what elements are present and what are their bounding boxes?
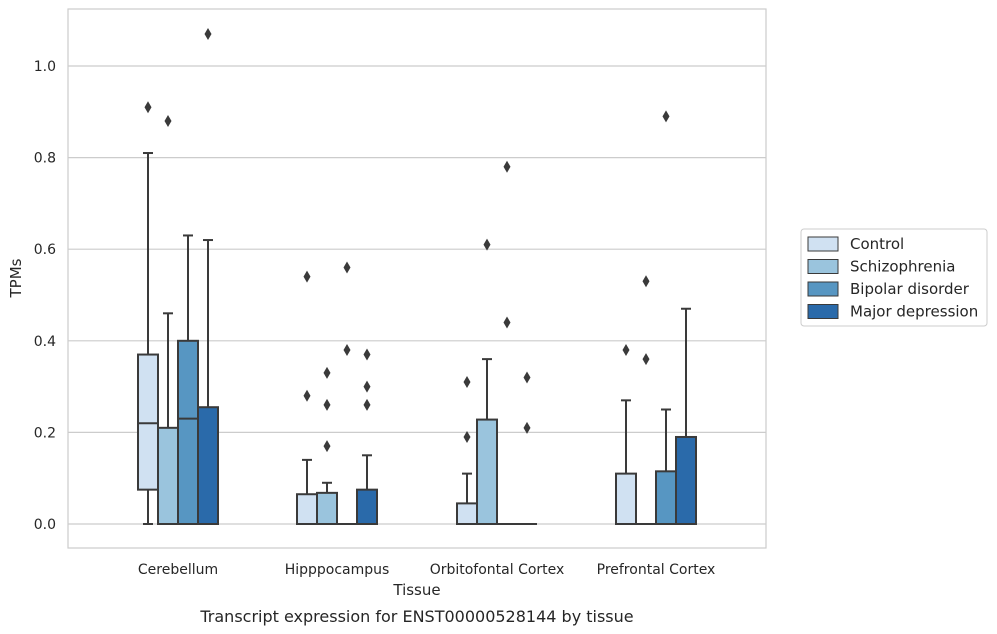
legend: Control Schizophrenia Bipolar disorder Majo…: [800, 228, 988, 327]
box-body: [356, 488, 378, 525]
x-tick-label: Orbitofontal Cortex: [430, 562, 565, 578]
x-tick-label: Prefrontal Cortex: [597, 562, 716, 578]
x-tick-label: Cerebellum: [138, 562, 218, 578]
y-tick-label: 0.8: [34, 151, 56, 167]
outlier-point: [343, 261, 351, 274]
boxes-layer: [137, 152, 697, 526]
box-bipolar-disorder: [655, 408, 677, 525]
y-tick-label: 1.0: [34, 59, 56, 75]
outlier-point: [303, 389, 311, 402]
outlier-point: [662, 110, 670, 123]
box-body: [157, 426, 179, 526]
legend-frame: [800, 228, 988, 327]
y-tick-label: 0.6: [34, 242, 56, 258]
box-body: [137, 353, 159, 491]
y-tick-label: 0.2: [34, 425, 56, 441]
box-control: [456, 472, 478, 526]
outlier-point: [503, 160, 511, 173]
box-major-depression: [675, 307, 697, 526]
box-control: [615, 399, 637, 525]
box-body: [296, 493, 318, 526]
x-tick-label: Hipppocampus: [285, 562, 390, 578]
y-tick-label: 0.4: [34, 334, 56, 350]
y-axis-ticks: 0.0 0.2 0.4 0.6 0.8 1.0: [34, 59, 56, 533]
legend-label: Bipolar disorder: [850, 280, 970, 298]
legend-swatch: [807, 304, 839, 319]
outlier-point: [323, 440, 331, 453]
outlier-point: [323, 366, 331, 379]
outlier-point: [463, 376, 471, 389]
box-schizophrenia: [157, 312, 179, 526]
outliers-layer: [144, 27, 670, 453]
box-control: [137, 152, 159, 525]
legend-label: Major depression: [850, 303, 978, 321]
outlier-point: [503, 316, 511, 329]
legend-swatch: [807, 259, 839, 274]
x-axis-label: Tissue: [392, 581, 440, 599]
box-body: [675, 435, 697, 526]
outlier-point: [483, 238, 491, 251]
outlier-point: [303, 270, 311, 283]
y-axis-label: TPMs: [7, 258, 25, 298]
outlier-point: [523, 421, 531, 434]
box-major-depression: [197, 239, 219, 525]
outlier-point: [642, 353, 650, 366]
box-body: [197, 406, 219, 525]
box-schizophrenia: [476, 358, 498, 525]
legend-label: Control: [850, 235, 904, 253]
legend-swatch: [807, 236, 839, 252]
outlier-point: [363, 348, 371, 361]
box-body: [615, 472, 637, 525]
outlier-point: [363, 380, 371, 393]
box-major-depression: [356, 454, 378, 525]
legend-swatch: [807, 281, 839, 297]
y-tick-label: 0.0: [34, 517, 56, 533]
box-body: [655, 470, 677, 525]
outlier-point: [204, 27, 212, 40]
box-control: [296, 458, 318, 526]
outlier-point: [622, 343, 630, 356]
box-schizophrenia: [316, 481, 338, 525]
box-body: [177, 339, 199, 525]
outlier-point: [642, 275, 650, 288]
outlier-point: [363, 398, 371, 411]
outlier-point: [144, 101, 152, 114]
outlier-point: [463, 430, 471, 443]
box-body: [456, 502, 478, 526]
outlier-point: [343, 343, 351, 356]
box-body: [316, 491, 338, 525]
outlier-point: [523, 371, 531, 384]
outlier-point: [323, 398, 331, 411]
outlier-point: [164, 114, 172, 127]
chart-caption: Transcript expression for ENST0000052814…: [199, 607, 633, 626]
box-body: [476, 418, 498, 525]
legend-label: Schizophrenia: [850, 258, 955, 276]
x-axis-ticks: Cerebellum Hipppocampus Orbitofontal Corte…: [138, 562, 715, 578]
